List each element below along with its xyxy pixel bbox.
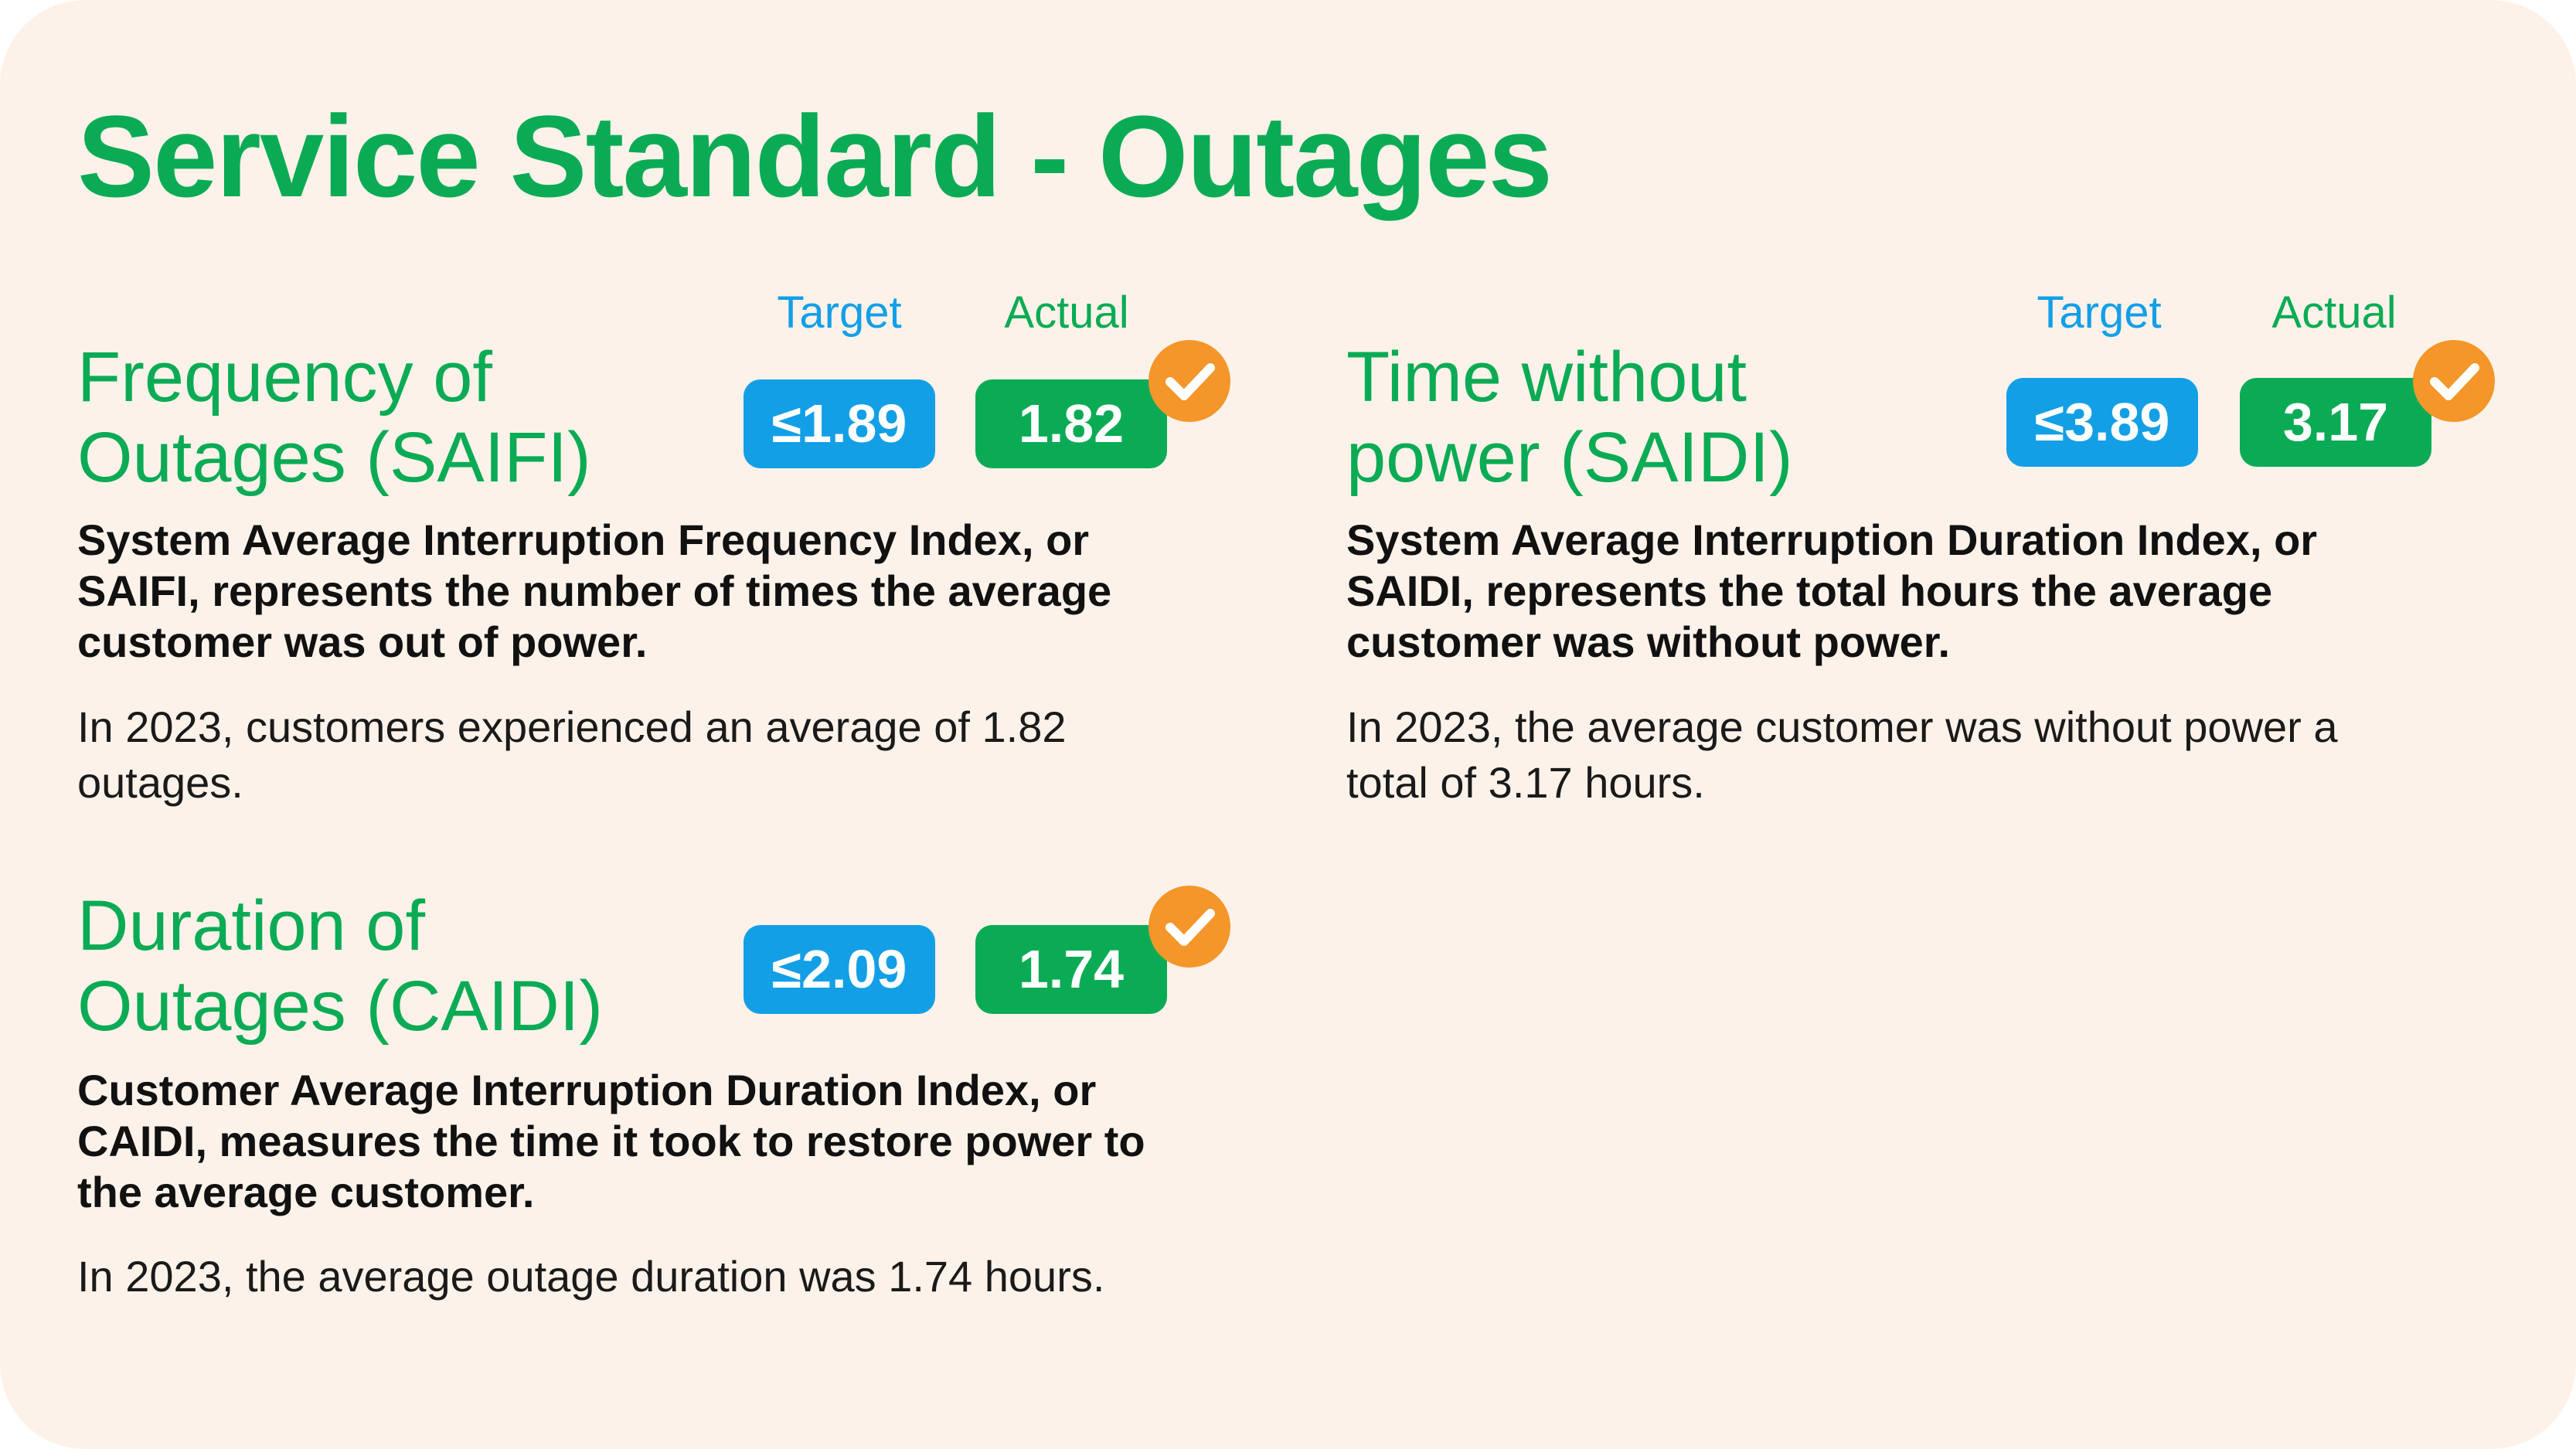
metric-title: Time without power (SAIDI) — [1346, 337, 1793, 498]
actual-column-label: Actual — [2271, 287, 2397, 338]
target-badge: ≤1.89 — [744, 379, 935, 468]
actual-badge: 1.82 — [975, 379, 1167, 468]
metric-title: Duration of Outages (CAIDI) — [77, 886, 603, 1046]
metric-summary: In 2023, the average outage duration was… — [77, 1252, 1105, 1301]
metric-summary: In 2023, the average customer was withou… — [1346, 702, 2338, 807]
page-title: Service Standard - Outages — [77, 91, 1553, 221]
metric-title-line: Outages (SAIFI) — [77, 418, 591, 497]
metric-title-line: Frequency of — [77, 338, 492, 417]
checkmark-icon — [1148, 340, 1230, 422]
metric-title-line: power (SAIDI) — [1346, 418, 1793, 497]
metric-definition: Customer Average Interruption Duration I… — [77, 1066, 1145, 1216]
target-column-label: Target — [2037, 287, 2162, 338]
metric-definition: System Average Interruption Duration Ind… — [1346, 515, 2318, 666]
target-column-label: Target — [777, 287, 902, 338]
metric-definition: System Average Interruption Frequency In… — [77, 515, 1112, 666]
metric-title-line: Outages (CAIDI) — [77, 967, 603, 1046]
metric-title-line: Time without — [1346, 338, 1747, 417]
actual-badge: 1.74 — [975, 925, 1167, 1014]
metric-summary: In 2023, customers experienced an averag… — [77, 702, 1067, 807]
checkmark-icon — [2413, 340, 2495, 422]
actual-badge: 3.17 — [2240, 378, 2431, 467]
metric-title: Frequency of Outages (SAIFI) — [77, 337, 591, 498]
checkmark-icon — [1148, 886, 1230, 968]
target-badge: ≤2.09 — [744, 925, 935, 1014]
actual-column-label: Actual — [1004, 287, 1129, 338]
target-badge: ≤3.89 — [2006, 378, 2198, 467]
metric-title-line: Duration of — [77, 886, 426, 965]
